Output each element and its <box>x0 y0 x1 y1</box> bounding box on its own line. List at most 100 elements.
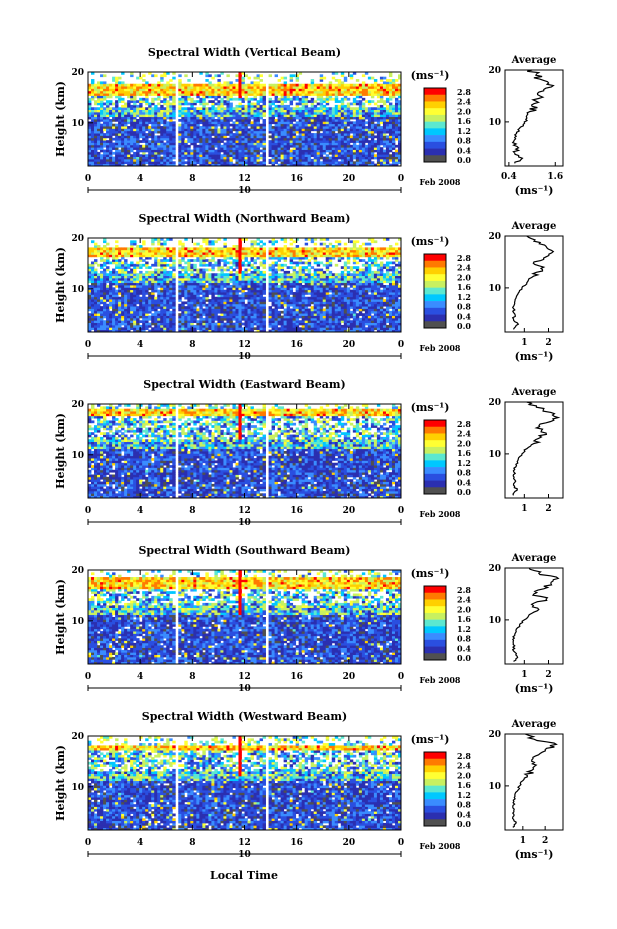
heatmap-cell <box>247 121 251 125</box>
heatmap-cell <box>316 133 321 136</box>
heatmap-cell <box>121 156 125 160</box>
heatmap-cell <box>223 310 227 314</box>
heatmap-cell <box>112 289 116 293</box>
heatmap-cell <box>187 287 191 291</box>
heatmap-cell <box>211 109 215 113</box>
heatmap-cell <box>151 97 155 101</box>
heatmap-cell <box>253 88 257 92</box>
heatmap-cell <box>151 252 155 255</box>
heatmap-cell <box>169 310 173 314</box>
heatmap-cell <box>97 109 101 113</box>
heatmap-cell <box>190 88 194 92</box>
heatmap-cell <box>316 126 321 129</box>
heatmap-cell <box>154 147 158 150</box>
heatmap-cell <box>286 142 291 146</box>
heatmap-cell <box>151 126 155 129</box>
heatmap-cell <box>169 324 173 328</box>
heatmap-cell <box>94 123 98 127</box>
heatmap-cell <box>202 119 206 122</box>
heatmap-cell <box>379 137 384 141</box>
heatmap-cell <box>97 289 101 293</box>
heatmap-cell <box>310 163 315 167</box>
heatmap-cell <box>379 158 384 162</box>
heatmap-cell <box>148 292 152 295</box>
heatmap-cell <box>142 147 146 150</box>
heatmap-cell <box>253 163 257 167</box>
heatmap-cell <box>97 97 101 101</box>
heatmap-cell <box>127 294 131 298</box>
heatmap-cell <box>130 273 134 276</box>
heatmap-cell <box>223 95 227 99</box>
heatmap-cell <box>397 74 402 78</box>
heatmap-cell <box>397 104 402 108</box>
heatmap-cell <box>214 261 218 265</box>
heatmap-cell <box>166 320 170 323</box>
heatmap-cell <box>253 151 257 155</box>
heatmap-cell <box>130 142 134 146</box>
heatmap-cell <box>88 329 92 333</box>
heatmap-cell <box>136 107 140 110</box>
heatmap-cell <box>391 151 396 155</box>
heatmap-cell <box>139 86 143 89</box>
heatmap-cell <box>166 90 170 94</box>
heatmap-cell <box>142 289 146 293</box>
heatmap-cell <box>373 140 378 143</box>
heatmap-cell <box>172 301 176 305</box>
heatmap-cell <box>394 116 399 120</box>
heatmap-cell <box>160 156 164 160</box>
heatmap-cell <box>184 322 188 326</box>
heatmap-cell <box>274 140 279 143</box>
heatmap-cell <box>196 90 200 94</box>
heatmap-cell <box>250 86 254 89</box>
heatmap-cell <box>169 287 173 291</box>
heatmap-cell <box>190 130 194 134</box>
heatmap-cell <box>118 97 122 101</box>
heatmap-cell <box>331 149 336 153</box>
heatmap-cell <box>376 107 381 110</box>
heatmap-cell <box>229 161 233 165</box>
heatmap-cell <box>262 100 266 103</box>
heatmap-cell <box>199 142 203 146</box>
heatmap-cell <box>178 74 182 78</box>
heatmap-cell <box>286 133 291 136</box>
heatmap-cell <box>250 90 254 94</box>
heatmap-cell <box>100 254 104 258</box>
heatmap-cell <box>187 163 191 167</box>
heatmap-cell <box>298 97 303 101</box>
heatmap-cell <box>160 315 164 319</box>
heatmap-cell <box>349 128 354 132</box>
heatmap-cell <box>298 163 303 167</box>
heatmap-cell <box>172 128 176 132</box>
heatmap-cell <box>172 111 176 115</box>
heatmap-cell <box>214 126 218 129</box>
heatmap-cell <box>370 83 375 87</box>
heatmap-cell <box>187 128 191 132</box>
heatmap-cell <box>313 133 318 136</box>
heatmap-cell <box>337 107 342 110</box>
heatmap-cell <box>325 142 330 146</box>
heatmap-cell <box>190 287 194 291</box>
heatmap-cell <box>199 149 203 153</box>
heatmap-cell <box>223 81 227 85</box>
heatmap-cell <box>178 259 182 262</box>
heatmap-cell <box>187 109 191 113</box>
heatmap-cell <box>226 133 230 136</box>
heatmap-cell <box>97 310 101 314</box>
heatmap-cell <box>133 313 137 316</box>
heatmap-cell <box>355 144 360 148</box>
heatmap-cell <box>109 142 113 146</box>
heatmap-cell <box>229 142 233 146</box>
heatmap-cell <box>103 308 107 312</box>
x-tick-label: 0 <box>85 174 91 184</box>
heatmap-cell <box>223 294 227 298</box>
heatmap-cell <box>211 100 215 103</box>
heatmap-cell <box>220 83 224 87</box>
heatmap-cell <box>163 135 167 139</box>
heatmap-cell <box>361 128 366 132</box>
heatmap-cell <box>217 161 221 165</box>
heatmap-cell <box>217 315 221 319</box>
heatmap-cell <box>103 95 107 99</box>
heatmap-cell <box>223 158 227 162</box>
heatmap-cell <box>367 111 372 115</box>
heatmap-cell <box>190 156 194 160</box>
